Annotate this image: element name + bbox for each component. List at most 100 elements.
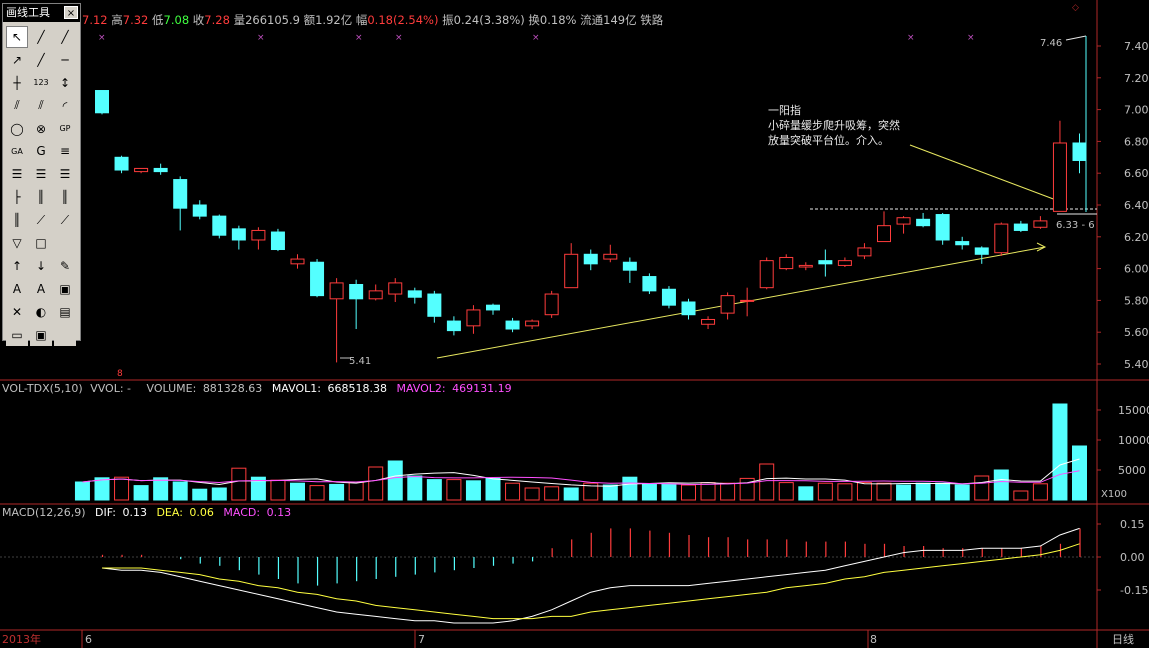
golden-price-icon[interactable]: GP [54, 117, 76, 140]
sector-label: 铁路 [640, 13, 664, 27]
volume-bar-2 [114, 476, 130, 501]
low-value: 7.08 [163, 13, 190, 27]
gann-time-icon[interactable]: ├ [6, 186, 28, 209]
fibonacci-time-icon[interactable]: ║ [54, 186, 76, 209]
turnover-label: 换 [528, 13, 540, 27]
blank2-icon[interactable] [54, 323, 76, 346]
blank-icon[interactable] [54, 232, 76, 255]
macd-legend-value: 0.13 [267, 506, 292, 519]
fibonacci-lines-icon[interactable]: ☰ [6, 163, 28, 186]
horizontal-line-icon[interactable]: ─ [54, 48, 76, 71]
candle-body-0 [95, 90, 109, 114]
cycle-icon[interactable]: ⊗ [30, 117, 52, 140]
list-icon[interactable]: ▤ [54, 300, 76, 323]
candle-body-9 [270, 231, 285, 251]
toolbox-title-bar[interactable]: 画线工具 × [3, 4, 80, 22]
golden-target-icon[interactable]: G [30, 140, 52, 163]
candle-body-18 [446, 320, 461, 332]
ray-icon[interactable]: ╱ [54, 26, 76, 48]
volume-bar-23 [524, 487, 540, 501]
annotation-note-line1: 一阳指 [768, 103, 801, 117]
volume-bar-33 [720, 482, 736, 501]
note-icon[interactable]: ▣ [30, 323, 52, 346]
gann-fan-icon[interactable]: ⟋ [54, 209, 76, 232]
candle-body-11 [310, 261, 325, 297]
candle-body-21 [505, 320, 520, 330]
volume-bar-29 [641, 483, 657, 501]
float-value: 149亿 [603, 13, 637, 27]
text-annotation-icon[interactable]: A [30, 277, 52, 300]
corner-icon[interactable]: ◇ [1072, 3, 1079, 13]
annotation-note-line2: 小碎量缓步爬升吸筹，突然 [768, 118, 900, 132]
dea-line [102, 543, 1080, 620]
line-segment-icon[interactable]: ╱ [30, 26, 52, 48]
triangle-icon[interactable]: ▽ [6, 232, 28, 255]
candle-body-3 [153, 167, 168, 173]
volume-bar-5 [172, 481, 188, 501]
candle-body-37 [818, 260, 833, 265]
percent-lines-icon[interactable]: ≡ [54, 140, 76, 163]
high-marker-arrow [1065, 35, 1087, 41]
pointer-icon[interactable]: ↖ [6, 26, 28, 48]
volume-bar-8 [231, 467, 247, 501]
price-tick-label-0: 5.40 [1124, 358, 1149, 371]
circle-icon[interactable]: ◯ [6, 117, 28, 140]
arc-icon[interactable]: ◜ [54, 94, 76, 117]
ruler-icon[interactable]: ▭ [6, 323, 28, 346]
down-arrow-icon[interactable]: ↓ [30, 254, 52, 277]
date-label-year: 2013年 [2, 632, 41, 646]
candle-body-10 [290, 258, 305, 265]
volume-bar-6 [192, 488, 208, 501]
band-lines-icon[interactable]: ☰ [54, 163, 76, 186]
volume-bar-24 [544, 486, 560, 501]
signal-mark-2: × [355, 33, 363, 43]
period-lines-icon[interactable]: ║ [30, 186, 52, 209]
candle-body-41 [896, 217, 911, 225]
up-down-line-icon[interactable]: ↕ [54, 71, 76, 94]
vertical-line-icon[interactable]: ┼ [6, 71, 28, 94]
toolbox-title: 画线工具 [6, 6, 50, 19]
candle-body-36 [798, 264, 813, 268]
hide-icon[interactable]: ◐ [30, 300, 52, 323]
candle-body-39 [857, 247, 872, 257]
delete-icon[interactable]: ✕ [6, 300, 28, 323]
drawing-toolbox[interactable]: 画线工具 × ↖ ╱ ╱ ↗ ╱ ─ ┼ 123 ↕ ⫽ ⫽ ◜ ◯ ⊗ GP GA G ≡ ☰ ☰ ☰ ├ ║ ║ ║ ⟋ ⟋ ▽ □… [2, 3, 81, 346]
text-icon[interactable]: A [6, 277, 28, 300]
volume-bar-45 [954, 484, 970, 501]
toolbox-grid: ↖ ╱ ╱ ↗ ╱ ─ ┼ 123 ↕ ⫽ ⫽ ◜ ◯ ⊗ GP GA G ≡ ☰ ☰ ☰ ├ ║ ║ ║ ⟋ ⟋ ▽ □ ↑ ↓ ✎ A A ▣ ✕… [6, 26, 78, 346]
extended-line-icon[interactable]: ╱ [30, 48, 52, 71]
annotation-arrow-line [909, 144, 1065, 204]
mavol2-legend-name: MAVOL2: [396, 382, 445, 395]
period-label[interactable]: 日线 [1112, 632, 1134, 646]
volume-tick-label-1: 10000 [1118, 434, 1149, 447]
arrow-line-icon[interactable]: ↗ [6, 48, 28, 71]
macd-tick-label-2: -0.15 [1120, 584, 1148, 597]
golden-angle-icon[interactable]: GA [6, 140, 28, 163]
up-arrow-icon[interactable]: ↑ [6, 254, 28, 277]
segment-lines-icon[interactable]: ☰ [30, 163, 52, 186]
volume-bar-9 [250, 476, 266, 501]
rectangle-icon[interactable]: □ [30, 232, 52, 255]
channel-icon[interactable]: ⫽ [30, 94, 52, 117]
box-select-icon[interactable]: ▣ [54, 277, 76, 300]
dea-legend-value: 0.06 [189, 506, 214, 519]
candle-body-31 [701, 318, 716, 325]
candle-body-43 [935, 214, 950, 241]
high-value: 7.32 [122, 13, 149, 27]
macd-legend: MACD(12,26,9) DIF: 0.13 DEA: 0.06 MACD: … [2, 506, 291, 519]
pen-icon[interactable]: ✎ [54, 254, 76, 277]
volume-bar-17 [407, 475, 423, 501]
dif-legend-name: DIF: [95, 506, 116, 519]
change-value: 0.18(2.54%) [367, 13, 439, 27]
parallel-lines-icon[interactable]: ⫽ [6, 94, 28, 117]
volume-legend: VOL-TDX(5,10) VVOL: - VOLUME: 881328.63 … [2, 382, 512, 395]
close-icon[interactable]: × [64, 6, 78, 19]
candle-body-48 [1033, 220, 1048, 228]
candle-body-19 [466, 309, 481, 327]
volume-bar-48 [1013, 490, 1029, 501]
price-label-icon[interactable]: 123 [30, 71, 52, 94]
candle-body-12 [329, 282, 344, 300]
regression-lines-icon[interactable]: ║ [6, 209, 28, 232]
speed-lines-icon[interactable]: ⟋ [30, 209, 52, 232]
